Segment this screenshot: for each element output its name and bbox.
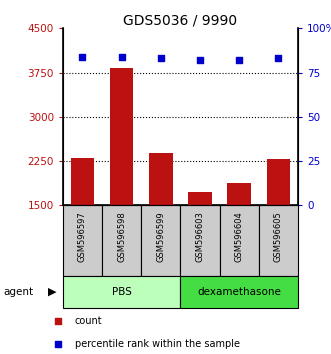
Bar: [110, 68, 133, 205]
Bar: [227, 183, 251, 205]
Point: [158, 56, 164, 61]
Text: GSM596598: GSM596598: [117, 211, 126, 262]
Text: count: count: [75, 316, 102, 326]
Point: [80, 54, 85, 59]
Bar: [149, 153, 172, 205]
Text: dexamethasone: dexamethasone: [197, 287, 281, 297]
Bar: [180, 205, 219, 276]
Text: GSM596603: GSM596603: [196, 211, 205, 262]
Bar: [71, 158, 94, 205]
Bar: [141, 205, 180, 276]
Title: GDS5036 / 9990: GDS5036 / 9990: [123, 13, 237, 27]
Text: GSM596604: GSM596604: [235, 211, 244, 262]
Bar: [102, 205, 141, 276]
Bar: [180, 276, 298, 308]
Point: [119, 54, 124, 59]
Text: percentile rank within the sample: percentile rank within the sample: [75, 339, 240, 349]
Bar: [259, 205, 298, 276]
Point: [55, 341, 60, 347]
Text: ▶: ▶: [48, 287, 57, 297]
Point: [276, 56, 281, 61]
Point: [236, 57, 242, 63]
Point: [197, 57, 203, 63]
Text: PBS: PBS: [112, 287, 132, 297]
Text: GSM596605: GSM596605: [274, 211, 283, 262]
Bar: [188, 192, 212, 205]
Text: GSM596599: GSM596599: [156, 211, 165, 262]
Point: [55, 318, 60, 324]
Bar: [266, 159, 290, 205]
Bar: [63, 205, 102, 276]
Bar: [219, 205, 259, 276]
Text: agent: agent: [3, 287, 33, 297]
Text: GSM596597: GSM596597: [78, 211, 87, 262]
Bar: [63, 276, 180, 308]
